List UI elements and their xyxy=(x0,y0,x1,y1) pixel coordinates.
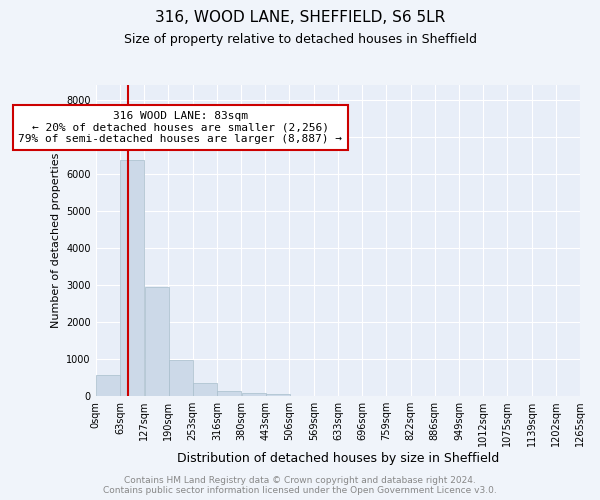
X-axis label: Distribution of detached houses by size in Sheffield: Distribution of detached houses by size … xyxy=(177,452,499,465)
Text: Contains HM Land Registry data © Crown copyright and database right 2024.
Contai: Contains HM Land Registry data © Crown c… xyxy=(103,476,497,495)
Text: 316, WOOD LANE, SHEFFIELD, S6 5LR: 316, WOOD LANE, SHEFFIELD, S6 5LR xyxy=(155,10,445,25)
Bar xyxy=(145,287,169,396)
Bar xyxy=(96,376,120,396)
Bar xyxy=(217,390,241,396)
Bar xyxy=(193,383,217,396)
Text: 316 WOOD LANE: 83sqm
← 20% of detached houses are smaller (2,256)
79% of semi-de: 316 WOOD LANE: 83sqm ← 20% of detached h… xyxy=(19,111,343,144)
Y-axis label: Number of detached properties: Number of detached properties xyxy=(51,153,61,328)
Bar xyxy=(169,360,193,396)
Bar xyxy=(266,394,290,396)
Bar xyxy=(120,160,144,396)
Text: Size of property relative to detached houses in Sheffield: Size of property relative to detached ho… xyxy=(124,32,476,46)
Bar xyxy=(242,393,266,396)
